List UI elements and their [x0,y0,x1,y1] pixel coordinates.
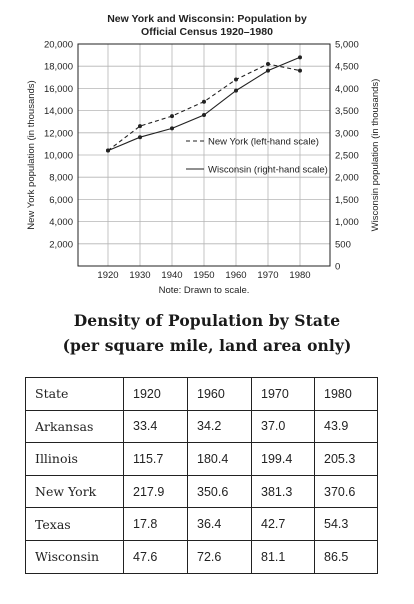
new-york-data-point [266,61,270,66]
y-left-tick-label: 6,000 [49,195,73,206]
density-value: 350.6 [187,474,252,509]
y-right-tick-label: 1,500 [335,195,359,206]
state-name: Arkansas [25,409,124,444]
table-row: Texas 17.8 36.4 42.7 54.3 [25,507,378,541]
table-title: Density of Population by State [73,311,341,330]
table-row: Arkansas 33.4 34.2 37.0 43.9 [25,409,378,444]
density-value: 81.1 [251,539,315,574]
header-1920: 1920 [123,377,188,411]
new-york-data-point [170,114,174,119]
y-right-tick-label: 3,000 [335,128,359,139]
table-row: New York 217.9 350.6 381.3 370.6 [25,474,378,509]
density-value: 199.4 [251,442,315,476]
population-chart: New York and Wisconsin: Population by Off… [0,0,414,300]
x-tick-label: 1970 [257,270,278,281]
y-right-tick-label: 500 [335,239,351,250]
y-right-tick-label: 4,500 [335,62,359,73]
x-tick-label: 1950 [193,270,214,281]
x-tick-label: 1940 [161,270,182,281]
density-value: 34.2 [187,409,252,444]
wisconsin-data-point [202,113,206,118]
wisconsin-data-point [298,55,302,60]
x-tick-label: 1930 [129,270,150,281]
header-1970: 1970 [251,377,315,411]
wisconsin-data-point [138,135,142,140]
density-value: 36.4 [187,507,252,541]
y-right-axis-label: Wisconsin population (in thousands) [370,79,381,232]
legend-label-new-york: New York (left-hand scale) [208,137,319,148]
y-right-tick-label: 4,000 [335,84,359,95]
y-left-tick-label: 4,000 [49,217,73,228]
new-york-data-point [202,99,206,104]
density-value: 115.7 [123,442,188,476]
density-table: State 1920 1960 1970 1980 Arkansas 33.4 … [25,377,378,574]
table-row: Illinois 115.7 180.4 199.4 205.3 [25,442,378,476]
state-name: Illinois [25,442,124,476]
header-state: State [25,377,124,411]
y-right-tick-label: 5,000 [335,40,359,51]
state-name: New York [25,474,124,509]
y-left-tick-label: 18,000 [44,62,73,73]
header-1980: 1980 [314,377,378,411]
y-left-tick-label: 8,000 [49,173,73,184]
y-right-tick-label: 2,000 [335,173,359,184]
table-subtitle: (per square mile, land area only) [62,336,352,355]
table-row: Wisconsin 47.6 72.6 81.1 86.5 [25,539,378,574]
density-value: 43.9 [314,409,378,444]
density-value: 42.7 [251,507,315,541]
new-york-data-point [298,68,302,73]
chart-subtitle: Official Census 1920–1980 [141,26,273,38]
y-left-tick-label: 10,000 [44,151,73,162]
y-left-tick-label: 2,000 [49,239,73,250]
new-york-data-point [234,77,238,82]
state-name: Wisconsin [25,539,124,574]
new-york-data-point [138,124,142,129]
density-value: 72.6 [187,539,252,574]
y-left-axis-label: New York population (in thousands) [26,80,37,229]
table-header-row: State 1920 1960 1970 1980 [25,377,378,411]
density-value: 370.6 [314,474,378,509]
density-value: 54.3 [314,507,378,541]
chart-title: New York and Wisconsin: Population by [107,13,307,25]
density-value: 47.6 [123,539,188,574]
wisconsin-data-point [170,126,174,131]
x-tick-label: 1920 [97,270,118,281]
header-1960: 1960 [187,377,252,411]
density-value: 180.4 [187,442,252,476]
x-tick-label: 1980 [289,270,310,281]
y-right-tick-label: 1,000 [335,217,359,228]
plot-frame [77,43,331,267]
y-left-tick-label: 20,000 [44,40,73,51]
chart-note: Note: Drawn to scale. [159,285,250,296]
density-value: 17.8 [123,507,188,541]
y-left-tick-label: 14,000 [44,106,73,117]
state-name: Texas [25,507,124,541]
x-tick-label: 1960 [225,270,246,281]
y-left-tick-label: 16,000 [44,84,73,95]
wisconsin-data-point [234,88,238,93]
density-value: 217.9 [123,474,188,509]
population-chart-svg: New York and Wisconsin: Population byOff… [26,13,381,296]
density-value: 86.5 [314,539,378,574]
y-left-tick-label: 12,000 [44,128,73,139]
density-value: 205.3 [314,442,378,476]
y-right-tick-label: 3,500 [335,106,359,117]
y-right-tick-label: 0 [335,262,340,273]
y-right-tick-label: 2,500 [335,151,359,162]
density-value: 33.4 [123,409,188,444]
wisconsin-data-point [266,68,270,73]
density-value: 381.3 [251,474,315,509]
legend-label-wisconsin: Wisconsin (right-hand scale) [208,165,328,176]
density-value: 37.0 [251,409,315,444]
wisconsin-data-point [106,148,110,153]
